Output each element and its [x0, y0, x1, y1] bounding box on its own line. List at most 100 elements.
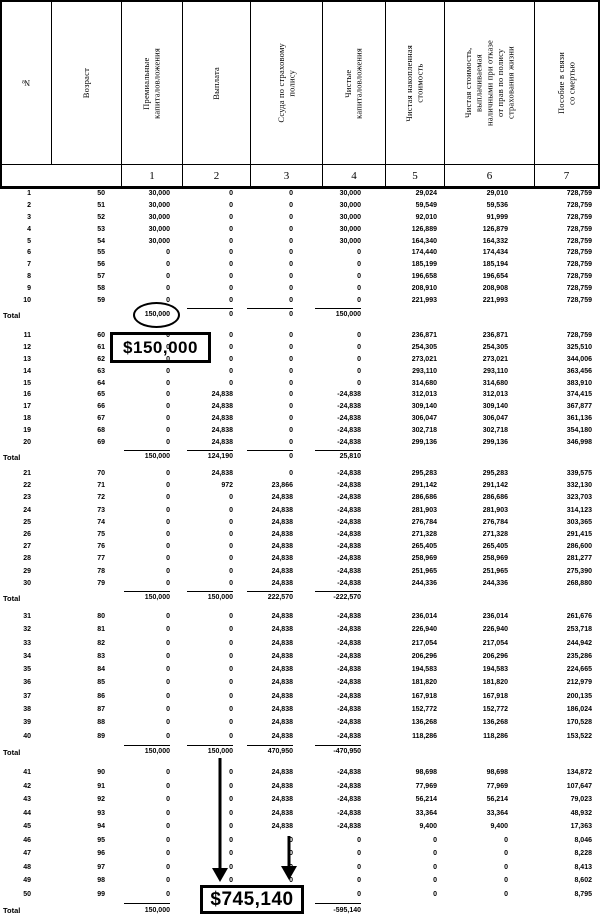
table-row: 31 80 0 0 24,838 -24,838 236,014 236,014 261,676 — [0, 612, 600, 625]
table-cell: 0 — [229, 769, 233, 776]
table-cell: 0 — [166, 439, 170, 447]
table-row: 20 69 0 24,838 0 -24,838 299,136 299,136 346,998 — [0, 438, 600, 450]
total-row: Total 150,000 150,000 470,950 -470,950 — [0, 744, 600, 759]
table-cell: 302,718 — [411, 427, 437, 435]
table-cell: 0 — [166, 732, 170, 740]
table-cell: 0 — [289, 225, 293, 233]
table-cell: 24,838 — [271, 567, 293, 575]
table-cell: 212,979 — [566, 679, 592, 687]
table-cell: 36 — [23, 679, 31, 687]
table-cell: 0 — [289, 427, 293, 435]
table-cell: 14 — [23, 367, 31, 375]
table-cell: 9,400 — [490, 823, 508, 830]
table-cell: 0 — [504, 850, 508, 857]
total-value: 150,000 — [124, 449, 170, 462]
table-cell: 0 — [229, 652, 233, 660]
table-cell: 0 — [166, 679, 170, 687]
table-cell: 222,570 — [240, 590, 300, 603]
table-cell: 0 — [166, 823, 170, 830]
total-value: 150,000 — [144, 311, 170, 319]
table-cell: 0 — [166, 626, 170, 634]
table-cell: 0 — [289, 439, 293, 447]
table-cell: 33,364 — [415, 809, 437, 817]
table-cell: 221,993 — [411, 297, 437, 305]
table-cell: 0 — [240, 449, 300, 462]
table-cell: 58 — [97, 285, 105, 293]
table-cell: 0 — [357, 850, 361, 857]
table-cell: 118,286 — [412, 732, 437, 740]
table-cell: 0 — [166, 367, 170, 375]
table-cell: 0 — [166, 297, 170, 305]
table-cell: 0 — [433, 890, 437, 898]
table-cell: 196,654 — [482, 273, 508, 281]
table-cell: 728,759 — [566, 297, 592, 305]
table-cell: 361,136 — [566, 415, 592, 423]
table-cell: 29,010 — [486, 190, 508, 197]
table-cell: 221,993 — [482, 297, 508, 305]
table-cell: 33 — [23, 639, 31, 647]
table-cell: 24,838 — [271, 679, 293, 687]
table-cell: -24,838 — [337, 391, 361, 399]
table-cell: 73 — [97, 506, 105, 514]
table-cell: 24,838 — [271, 782, 293, 790]
table-cell: 0 — [229, 732, 233, 740]
total-value: 25,810 — [315, 449, 361, 462]
table-cell: 97 — [97, 863, 105, 871]
table-cell: 46 — [23, 836, 31, 844]
table-cell: 258,969 — [482, 555, 508, 563]
table-cell: -24,838 — [337, 567, 361, 575]
table-cell: 354,180 — [566, 427, 592, 435]
table-cell: 56,214 — [486, 796, 508, 803]
table-cell: 24,838 — [271, 579, 293, 587]
table-cell: 32 — [23, 626, 31, 634]
table-row: 10 59 0 0 0 0 221,993 221,993 728,759 — [0, 296, 600, 308]
table-row: 17 66 0 24,838 0 -24,838 309,140 309,140 367,877 — [0, 402, 600, 414]
table-cell: 98 — [97, 877, 105, 884]
table-cell: 0 — [289, 213, 293, 221]
table-cell: 291,415 — [566, 530, 592, 538]
table-cell: 0 — [229, 850, 233, 857]
table-cell: 0 — [289, 890, 293, 898]
table-row: 4 53 30,000 0 0 30,000 126,889 126,879 728,759 — [0, 225, 600, 237]
table-cell: 363,456 — [566, 367, 592, 375]
table-cell: 20 — [23, 439, 31, 447]
table-cell: 0 — [357, 863, 361, 871]
table-cell: 186,024 — [566, 706, 592, 714]
table-cell: 344,006 — [566, 355, 592, 363]
table-cell: 185,199 — [411, 261, 437, 269]
table-cell: 136,268 — [411, 719, 437, 727]
table-cell: 74 — [97, 518, 105, 526]
table-cell: 42 — [23, 782, 31, 790]
table-cell: 150,000 — [300, 307, 368, 320]
table-cell: 276,784 — [411, 518, 437, 526]
table-cell: 43 — [23, 796, 31, 803]
table-cell: 61 — [97, 343, 105, 351]
table-cell: 96 — [97, 850, 105, 857]
table-cell: 194,583 — [411, 666, 437, 674]
table-cell: 0 — [229, 285, 233, 293]
total-value: 150,000 — [187, 590, 233, 603]
table-cell: -24,838 — [337, 719, 361, 727]
table-cell: -24,838 — [337, 823, 361, 830]
table-cell: 98,698 — [486, 769, 508, 776]
table-cell: -470,950 — [300, 744, 368, 757]
table-cell: 0 — [229, 343, 233, 351]
table-cell: 0 — [357, 890, 361, 898]
table-cell: 24,838 — [271, 494, 293, 502]
total-value: 150,000 — [187, 744, 233, 757]
table-cell: 306,047 — [411, 415, 437, 423]
table-cell: 24,838 — [271, 809, 293, 817]
table-cell: 0 — [166, 261, 170, 269]
table-cell: 63 — [97, 367, 105, 375]
table-cell: 728,759 — [566, 332, 592, 339]
table-row: 40 89 0 0 24,838 -24,838 118,286 118,286 153,522 — [0, 732, 600, 745]
table-cell: 309,140 — [482, 403, 508, 411]
table-cell: 150,000 — [112, 903, 177, 915]
table-cell: 208,908 — [482, 285, 508, 293]
table-cell: -24,838 — [337, 518, 361, 526]
table-cell: 21 — [23, 470, 31, 477]
table-cell: 0 — [166, 427, 170, 435]
table-cell: 0 — [229, 877, 233, 884]
table-cell: 24,838 — [271, 719, 293, 727]
table-cell: 2 — [27, 201, 31, 209]
